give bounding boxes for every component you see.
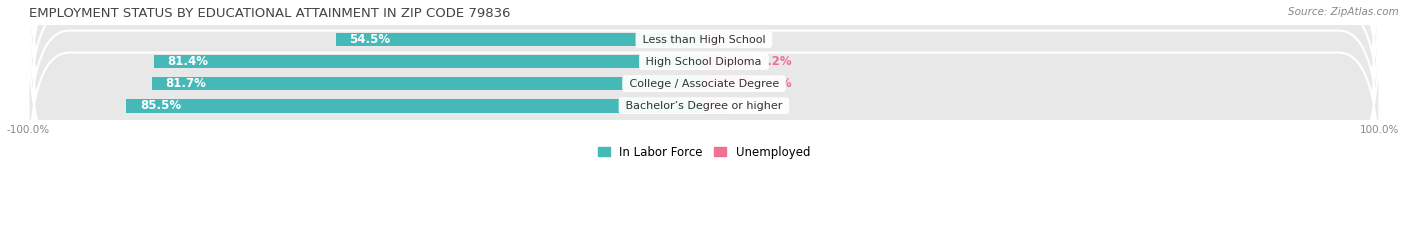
Text: 85.5%: 85.5% xyxy=(141,99,181,112)
Bar xyxy=(336,33,704,46)
Text: Less than High School: Less than High School xyxy=(638,34,769,45)
Text: 81.7%: 81.7% xyxy=(166,77,207,90)
FancyBboxPatch shape xyxy=(28,0,1379,141)
Legend: In Labor Force, Unemployed: In Labor Force, Unemployed xyxy=(593,141,815,163)
Text: EMPLOYMENT STATUS BY EDUCATIONAL ATTAINMENT IN ZIP CODE 79836: EMPLOYMENT STATUS BY EDUCATIONAL ATTAINM… xyxy=(28,7,510,20)
Text: 81.4%: 81.4% xyxy=(167,55,208,68)
Bar xyxy=(704,55,752,69)
Bar xyxy=(704,77,752,90)
Bar xyxy=(704,33,727,46)
Bar xyxy=(152,77,704,90)
Text: 7.2%: 7.2% xyxy=(759,55,792,68)
FancyBboxPatch shape xyxy=(28,5,1379,163)
Text: College / Associate Degree: College / Associate Degree xyxy=(626,79,782,89)
Text: 0.0%: 0.0% xyxy=(734,33,766,46)
Text: Bachelor’s Degree or higher: Bachelor’s Degree or higher xyxy=(621,101,786,111)
FancyBboxPatch shape xyxy=(28,27,1379,185)
Bar xyxy=(704,99,727,113)
FancyBboxPatch shape xyxy=(28,0,1379,119)
Bar xyxy=(127,99,704,113)
Text: High School Diploma: High School Diploma xyxy=(643,57,765,67)
Text: 54.5%: 54.5% xyxy=(349,33,391,46)
Text: 7.2%: 7.2% xyxy=(759,77,792,90)
Text: 0.0%: 0.0% xyxy=(734,99,766,112)
Bar xyxy=(155,55,704,69)
Text: Source: ZipAtlas.com: Source: ZipAtlas.com xyxy=(1288,7,1399,17)
